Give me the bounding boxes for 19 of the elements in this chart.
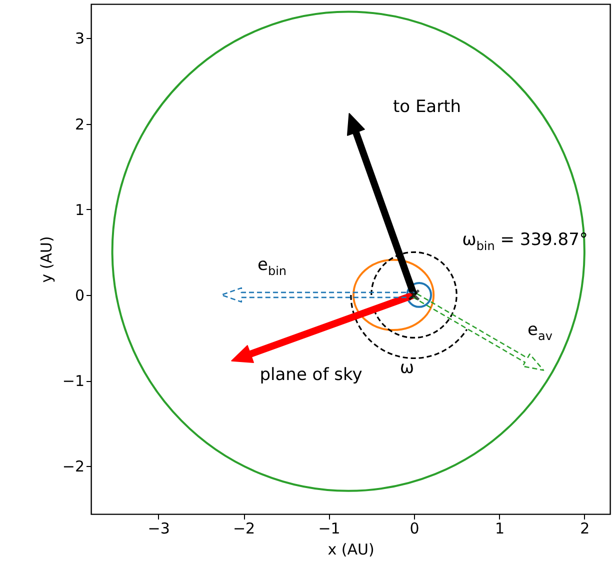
annotation: plane of sky [260,364,362,385]
y-tick-label: −2 [62,458,84,476]
x-tick-label: 2 [580,520,590,538]
y-tick-label: −1 [62,372,84,390]
x-axis-title: x (AU) [328,540,374,558]
x-tick-label: −1 [318,520,340,538]
annotation: e$_{bin}$ [257,254,287,278]
y-axis-title: y (AU) [37,236,56,283]
y-tick-label: 2 [74,115,84,134]
x-tick-label: 0 [410,520,420,538]
y-tick-label: 1 [74,200,84,219]
annotation: ω [400,358,414,378]
x-tick-label: −2 [232,520,256,538]
x-tick-label: 1 [494,520,504,538]
y-tick-label: 3 [74,30,84,48]
x-tick-label: −3 [148,520,170,538]
annotation: to Earth [392,96,462,117]
y-tick-label: 0 [74,286,84,304]
annotation: e$_{av}$ [528,320,552,344]
